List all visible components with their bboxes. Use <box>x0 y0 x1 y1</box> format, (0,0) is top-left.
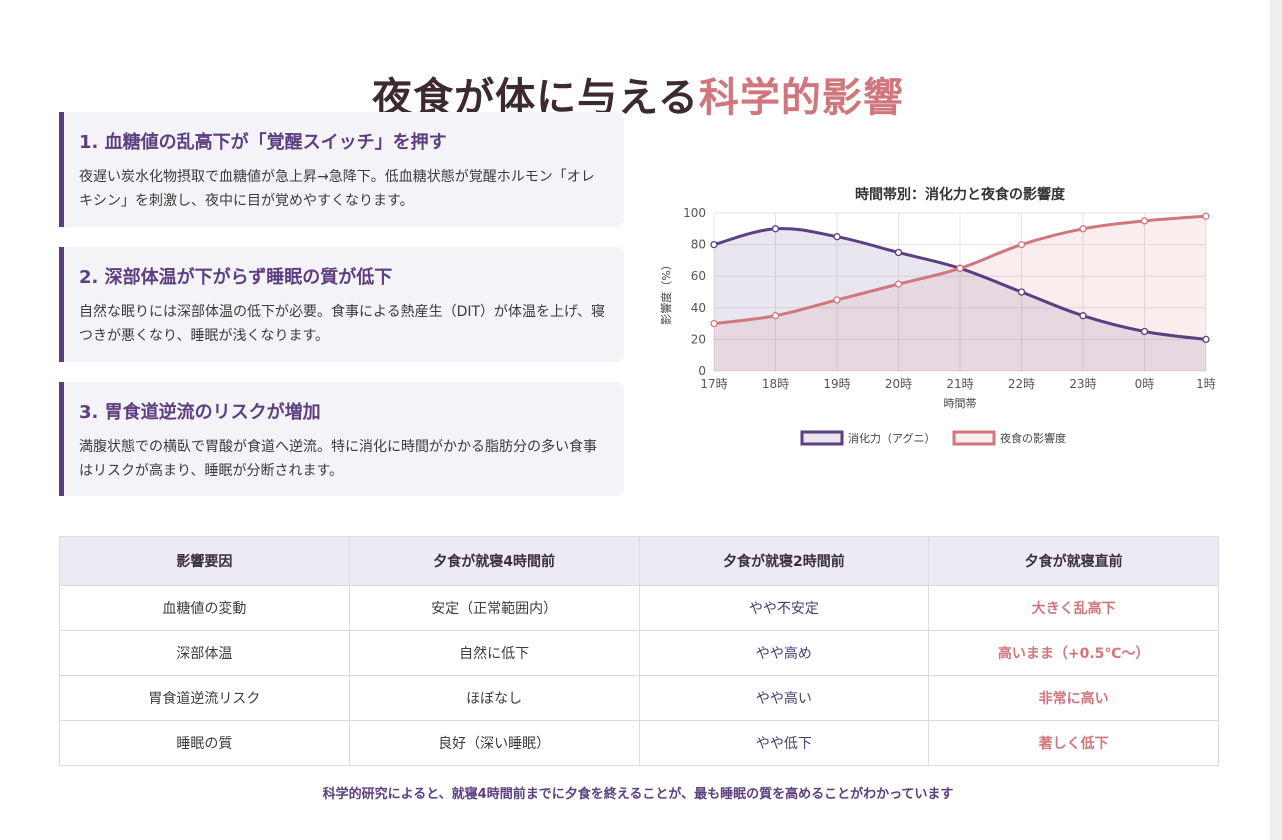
page-scrollbar[interactable] <box>1270 0 1282 840</box>
y-axis-label: 影響度（%） <box>660 259 673 324</box>
table-cell: 睡眠の質 <box>59 720 350 766</box>
comparison-table: 影響要因 夕食が就寝4時間前 夕食が就寝2時間前 夕食が就寝直前 血糖値の変動 … <box>59 536 1219 766</box>
table-header: 夕食が就寝2時間前 <box>638 536 930 586</box>
data-point <box>1079 312 1087 320</box>
data-point <box>894 280 903 288</box>
data-point <box>771 225 780 233</box>
legend-swatch <box>952 430 996 446</box>
card-body: 夜遅い炭水化物摂取で血糖値が急上昇→急降下。低血糖状態が覚醒ホルモン「オレキシン… <box>79 169 595 209</box>
data-point <box>1017 240 1026 249</box>
table-cell: 深部体温 <box>59 630 350 676</box>
table-row: 深部体温 自然に低下 やや高め 高いまま（+0.5℃〜） <box>59 630 1219 676</box>
data-point <box>1079 225 1087 233</box>
table-cell: やや不安定 <box>638 585 930 631</box>
data-point <box>1202 335 1210 344</box>
x-tick-label: 0時 <box>1135 377 1155 391</box>
line-chart: 時間帯別：消化力と夜食の影響度 0 20 40 60 80 100 17時 18時 19時 20時 2… <box>660 186 1216 446</box>
x-tick-label: 23時 <box>1069 377 1096 391</box>
x-tick-label: 17時 <box>700 377 727 391</box>
data-point <box>771 312 780 320</box>
card-heading: 3. 胃食道逆流のリスクが増加 <box>79 402 321 423</box>
table-cell: 著しく低下 <box>928 720 1219 766</box>
data-point <box>894 248 903 257</box>
card-heading: 2. 深部体温が下がらず睡眠の質が低下 <box>79 267 393 288</box>
chart-title: 時間帯別：消化力と夜食の影響度 <box>855 186 1066 203</box>
table-row: 血糖値の変動 安定（正常範囲内） やや不安定 大きく乱高下 <box>59 585 1219 631</box>
x-tick-label: 19時 <box>823 377 850 391</box>
info-card-2: 2. 深部体温が下がらず睡眠の質が低下 自然な眠りには深部体温の低下が必要。食事… <box>59 247 624 362</box>
info-card-1: 1. 血糖値の乱高下が「覚醒スイッチ」を押す 夜遅い炭水化物摂取で血糖値が急上昇… <box>59 112 624 227</box>
y-tick-label: 0 <box>698 364 706 378</box>
chart-container: 時間帯別：消化力と夜食の影響度 0 20 40 60 80 100 17時 18時 19時 20時 2… <box>660 178 1230 458</box>
table-cell: 非常に高い <box>928 675 1219 721</box>
x-axis-label: 時間帯 <box>944 397 977 410</box>
card-body: 満腹状態での横臥で胃酸が食道へ逆流。特に消化に時間がかかる脂肪分の多い食事はリス… <box>79 439 597 479</box>
data-point <box>1017 288 1026 296</box>
data-point <box>1140 327 1149 336</box>
y-tick-label: 80 <box>691 238 706 252</box>
y-tick-label: 20 <box>691 332 706 346</box>
footnote: 科学的研究によると、就寝4時間前までに夕食を終えることが、最も睡眠の質を高めるこ… <box>322 787 954 802</box>
table-cell: 安定（正常範囲内） <box>348 585 640 631</box>
table-cell: 胃食道逆流リスク <box>59 675 350 721</box>
data-point <box>833 296 841 304</box>
table-cell: 自然に低下 <box>348 630 640 676</box>
legend-label: 消化力（アグニ） <box>848 431 935 445</box>
card-body: 自然な眠りには深部体温の低下が必要。食事による熱産生（DIT）が体温を上げ、寝つ… <box>79 304 606 344</box>
table-cell: やや高め <box>638 630 930 676</box>
card-heading: 1. 血糖値の乱高下が「覚醒スイッチ」を押す <box>79 132 447 153</box>
x-tick-label: 1時 <box>1196 377 1216 391</box>
table-header: 夕食が就寝4時間前 <box>348 536 640 586</box>
legend-label: 夜食の影響度 <box>1000 431 1066 445</box>
y-tick-label: 40 <box>691 301 706 315</box>
table-cell: 良好（深い睡眠） <box>348 720 640 766</box>
series-area <box>714 228 1206 371</box>
x-tick-label: 22時 <box>1008 377 1035 391</box>
legend-swatch <box>800 430 844 446</box>
data-point <box>1202 212 1210 220</box>
data-point <box>710 240 718 249</box>
series-area <box>714 216 1206 371</box>
table-header: 影響要因 <box>59 536 350 586</box>
info-card-3: 3. 胃食道逆流のリスクが増加 満腹状態での横臥で胃酸が食道へ逆流。特に消化に時… <box>59 382 624 496</box>
x-tick-label: 20時 <box>885 377 912 391</box>
table-row: 胃食道逆流リスク ほぼなし やや高い 非常に高い <box>59 675 1219 721</box>
data-point <box>710 319 718 328</box>
table-header-row: 影響要因 夕食が就寝4時間前 夕食が就寝2時間前 夕食が就寝直前 <box>59 536 1219 586</box>
table-cell: ほぼなし <box>348 675 640 721</box>
data-point <box>956 264 964 272</box>
table-header: 夕食が就寝直前 <box>928 536 1219 586</box>
data-point <box>833 233 841 241</box>
table-cell: 高いまま（+0.5℃〜） <box>928 630 1219 676</box>
y-tick-label: 100 <box>683 206 706 220</box>
table-cell: やや高い <box>638 675 930 721</box>
x-tick-label: 21時 <box>946 377 973 391</box>
data-point <box>1140 217 1149 225</box>
title-accent: 科学的影響 <box>698 74 904 121</box>
table-cell: やや低下 <box>638 720 930 766</box>
table-row: 睡眠の質 良好（深い睡眠） やや低下 著しく低下 <box>59 720 1219 766</box>
y-tick-label: 60 <box>691 269 706 283</box>
table-cell: 血糖値の変動 <box>59 585 350 631</box>
x-tick-label: 18時 <box>762 377 789 391</box>
table-cell: 大きく乱高下 <box>928 585 1219 631</box>
